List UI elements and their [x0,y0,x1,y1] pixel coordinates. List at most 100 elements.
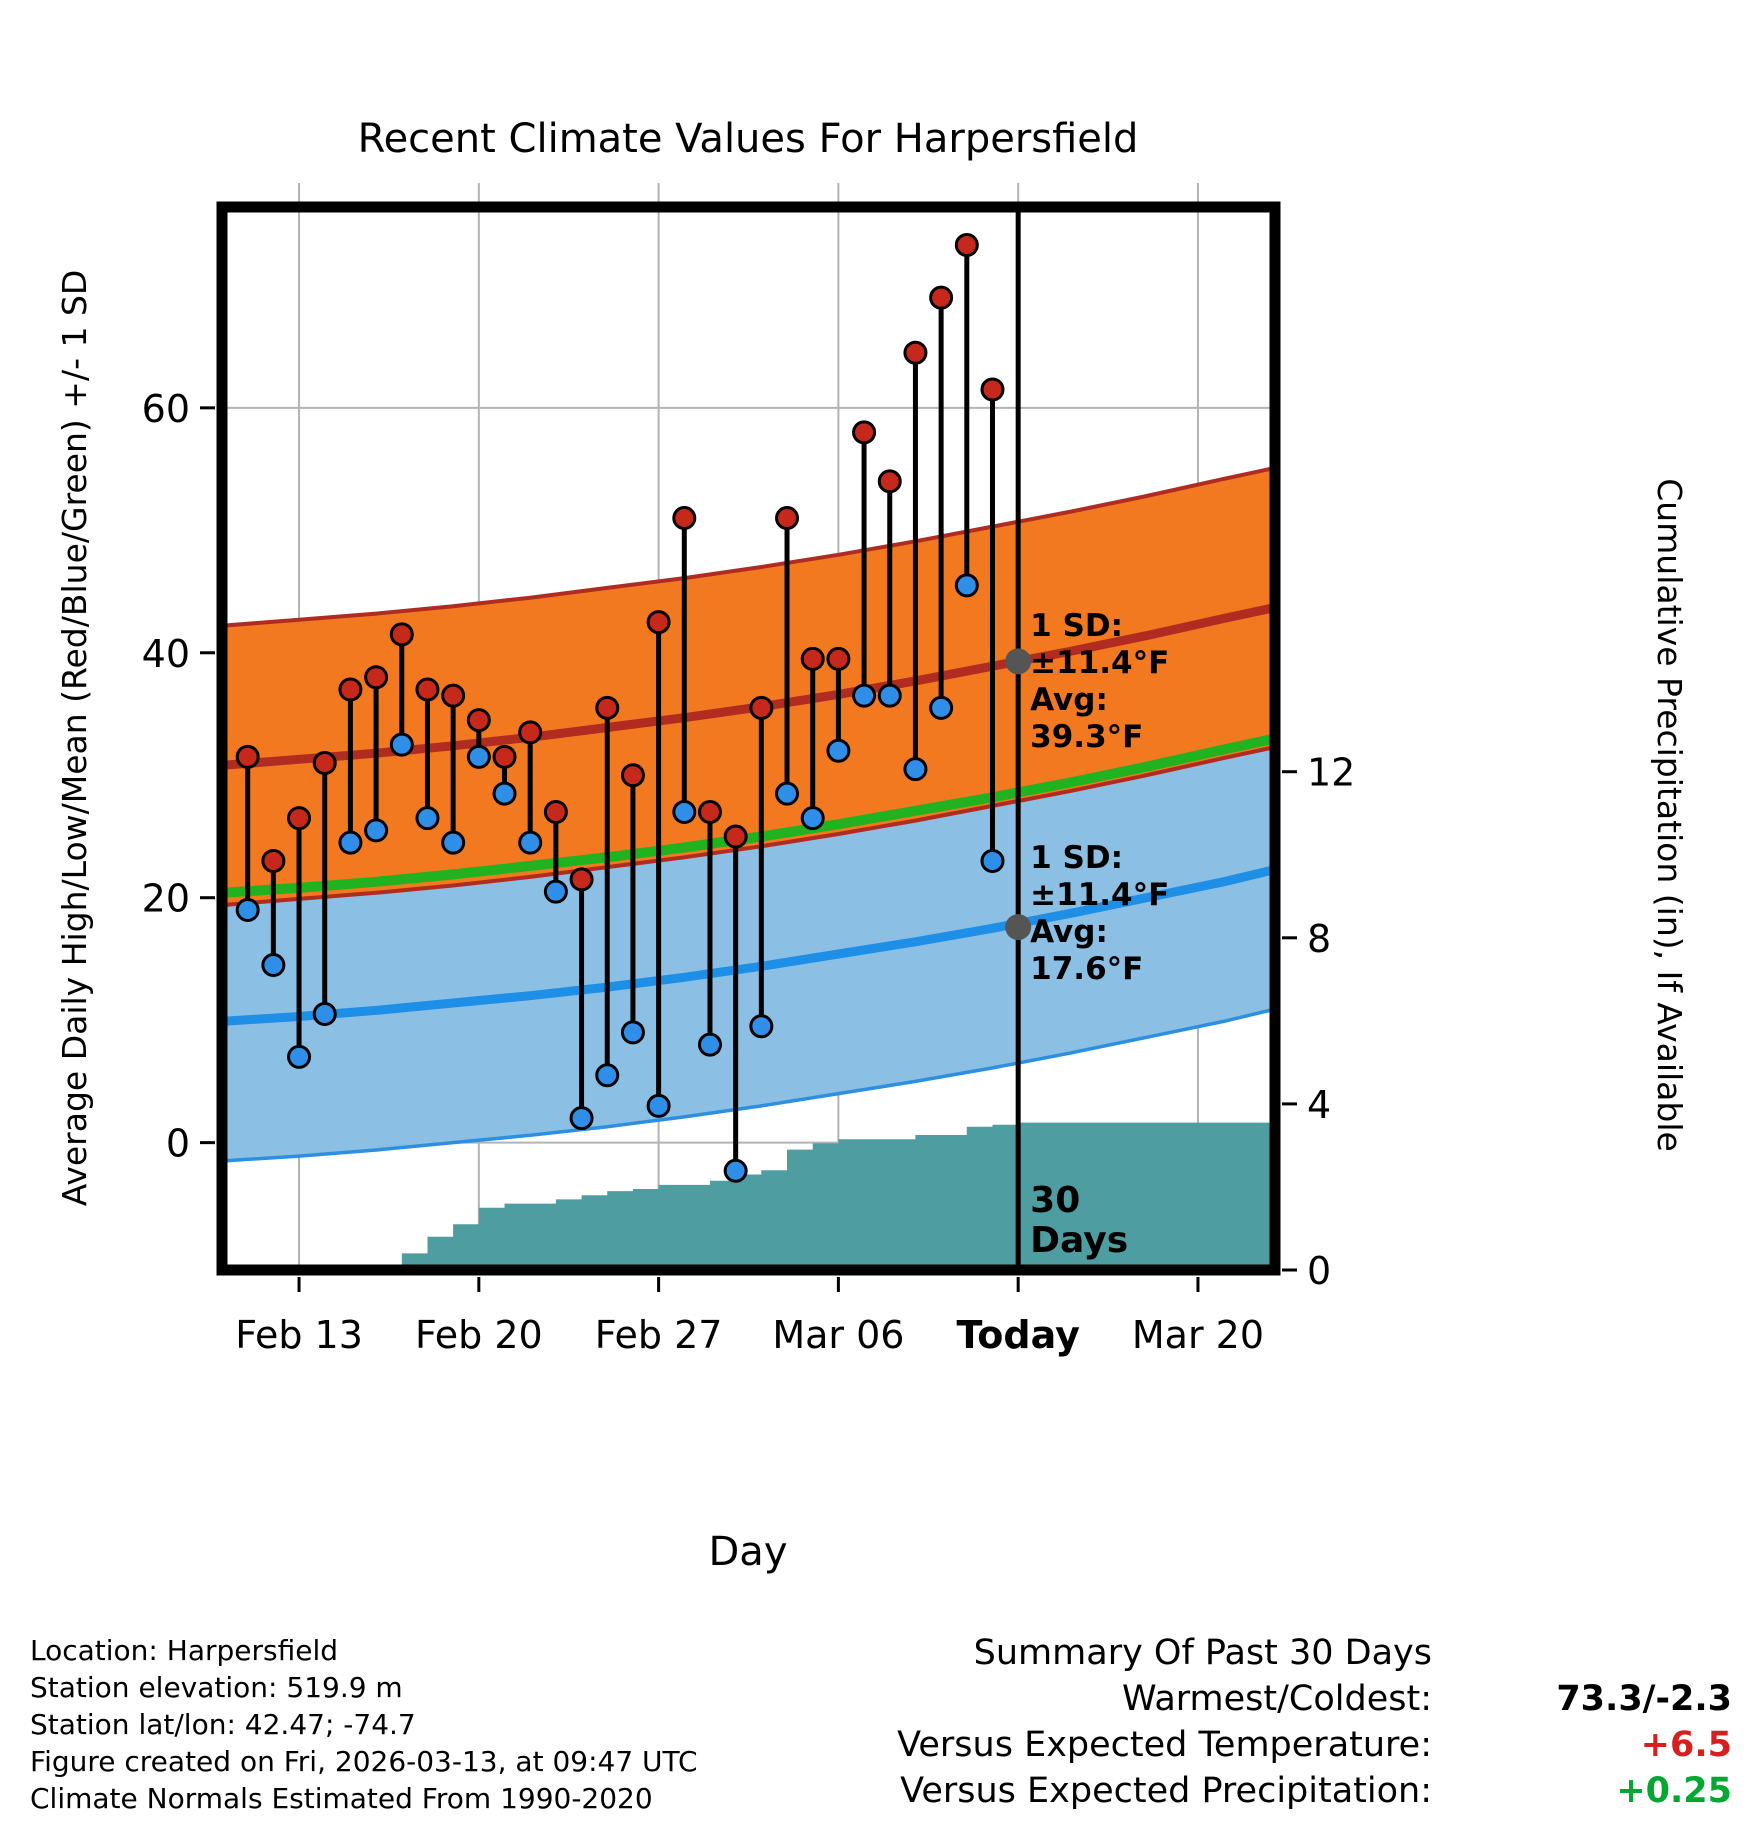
summary-row-label: Versus Expected Precipitation: [900,1771,1432,1811]
x-tick-label: Feb 20 [415,1313,543,1357]
low-marker [749,1014,774,1039]
annotation-avg-high: ±11.4°F [1030,645,1169,681]
chart-title: Recent Climate Values For Harpersfield [358,116,1139,162]
annotation-period: Days [1030,1220,1128,1261]
station-info-line: Location: Harpersfield [30,1634,338,1667]
y-left-tick-label: 60 [142,387,190,431]
high-marker [775,506,800,531]
low-marker [954,573,979,598]
low-marker [877,683,902,708]
low-marker [492,781,517,806]
low-marker [441,830,466,855]
left-axis-label: Average Daily High/Low/Mean (Red/Blue/Gr… [55,270,94,1207]
low-marker [261,953,286,978]
annotation-period: 30 [1030,1180,1080,1221]
low-marker [595,1063,620,1088]
right-axis-label: Cumulative Precipitation (in), If Availa… [1650,478,1689,1152]
y-right-tick-label: 0 [1307,1249,1331,1293]
high-band-upper-edge [221,465,1276,628]
annotation-avg-high: Avg: [1030,682,1108,718]
low-marker [697,1032,722,1057]
station-info-line: Figure created on Fri, 2026-03-13, at 09… [30,1745,698,1778]
high-marker [261,848,286,873]
summary-row-value: +6.5 [1640,1725,1732,1765]
today-avg-high-marker [1005,648,1032,675]
low-marker [826,738,851,763]
low-marker [903,757,928,782]
summary-spacer [1432,1630,1732,1676]
high-marker [287,806,312,831]
low-marker [646,1093,671,1118]
high-marker [929,285,954,310]
station-info-line: Climate Normals Estimated From 1990-2020 [30,1782,653,1815]
low-marker [518,830,543,855]
high-marker [518,720,543,745]
low-marker [800,806,825,831]
annotation-avg-low: 1 SD: [1030,840,1123,876]
x-tick-label: Mar 20 [1132,1313,1264,1357]
station-info-line: Station elevation: 519.9 m [30,1671,403,1704]
annotation-avg-high: 1 SD: [1030,608,1123,644]
summary-row-label: Versus Expected Temperature: [897,1725,1432,1765]
low-marker [980,848,1005,873]
high-marker [415,677,440,702]
high-marker [954,232,979,257]
x-tick-label: Feb 13 [235,1313,363,1357]
x-tick-label: Today [956,1313,1080,1357]
high-marker [569,867,594,892]
x-tick-label: Feb 27 [595,1313,723,1357]
y-left-tick-label: 0 [166,1122,190,1166]
annotation-avg-low: ±11.4°F [1030,877,1169,913]
y-right-tick-label: 8 [1307,917,1331,961]
summary-row-label: Warmest/Coldest: [1121,1679,1432,1719]
high-marker [672,506,697,531]
low-marker [389,732,414,757]
high-marker [749,695,774,720]
high-marker [492,744,517,769]
summary-row-value: +0.25 [1616,1771,1732,1811]
y-right-tick-label: 4 [1307,1083,1331,1127]
low-marker [569,1106,594,1131]
high-marker [543,799,568,824]
low-marker [775,781,800,806]
annotation-avg-high: 39.3°F [1030,719,1143,755]
high-marker [466,708,491,733]
low-marker [672,799,697,824]
low-band [222,729,1275,1161]
high-marker [235,744,260,769]
low-marker [287,1044,312,1069]
high-marker [800,646,825,671]
high-marker [903,340,928,365]
low-marker [338,830,363,855]
low-marker [543,879,568,904]
station-info-line: Station lat/lon: 42.47; -74.7 [30,1708,416,1741]
low-marker [415,806,440,831]
high-marker [877,469,902,494]
high-marker [697,799,722,824]
x-tick-label: Mar 06 [772,1313,904,1357]
high-marker [723,824,748,849]
low-band-lower-edge [221,1007,1276,1163]
annotation-avg-low: Avg: [1030,914,1108,950]
high-marker [364,665,389,690]
summary-row-value: 73.3/-2.3 [1556,1679,1732,1719]
high-marker [595,695,620,720]
cumulative-precip-area [401,1122,1275,1270]
annotation-avg-low: 17.6°F [1030,951,1143,987]
high-marker [646,610,671,635]
low-marker [235,897,260,922]
x-axis-label: Day [709,1529,788,1575]
y-left-tick-label: 20 [142,877,190,921]
low-marker [312,1002,337,1027]
station-info: Location: Harpersfield Station elevation:… [30,1632,698,1817]
high-marker [980,377,1005,402]
high-marker [826,646,851,671]
plot-border [216,201,1281,1276]
high-marker [338,677,363,702]
low-marker [929,695,954,720]
low-marker [364,818,389,843]
low-marker [620,1020,645,1045]
